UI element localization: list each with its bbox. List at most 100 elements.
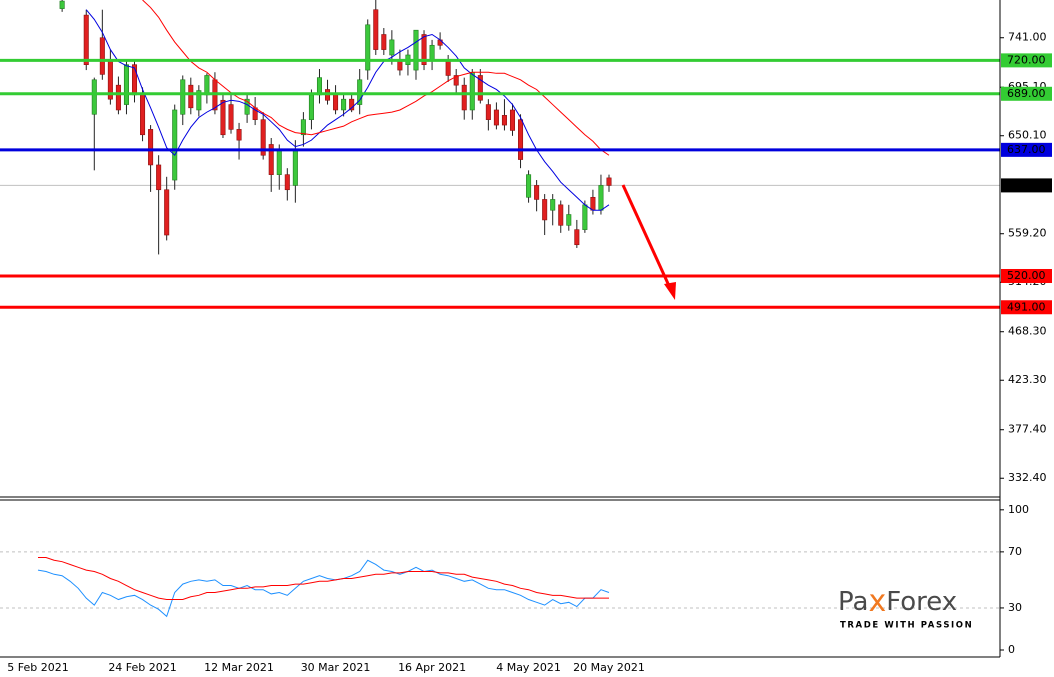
level-label-box	[1001, 86, 1052, 101]
candle-body	[501, 115, 507, 126]
candle-body	[115, 84, 121, 111]
indicator-line	[38, 556, 609, 601]
candle-body	[123, 64, 129, 105]
x-tick-label: 24 Feb 2021	[108, 661, 176, 674]
level-label-box	[1001, 268, 1052, 283]
candle-body	[276, 149, 282, 175]
candle-body	[453, 75, 459, 86]
candle-body	[542, 199, 548, 221]
price-label-box	[1001, 178, 1052, 193]
indicator-panel	[37, 556, 610, 618]
candle-body	[445, 60, 451, 76]
candle-body	[574, 229, 580, 246]
candle-body	[469, 71, 475, 111]
candle-body	[349, 98, 355, 111]
moving-average	[142, 0, 610, 156]
candle-body	[461, 84, 467, 111]
candle-body	[204, 75, 210, 96]
price-label: 604.03	[1007, 178, 1046, 191]
level-label: 637.00	[1007, 143, 1046, 156]
logo-part: x	[868, 584, 886, 619]
y-tick-label: 100	[1008, 503, 1029, 516]
candle-body	[493, 109, 499, 126]
candle-body	[381, 34, 387, 50]
candle-body	[373, 9, 379, 50]
logo: PaxForex TRADE WITH PASSION	[838, 584, 973, 631]
candle-body	[341, 98, 347, 111]
x-tick-label: 5 Feb 2021	[7, 661, 68, 674]
candle-body	[244, 98, 250, 115]
logo-part: Pa	[838, 587, 868, 617]
price-panel	[0, 0, 1000, 309]
candle-body	[188, 84, 194, 109]
candle-body	[164, 189, 170, 236]
candle-body	[365, 24, 371, 71]
candle-body	[196, 90, 202, 111]
y-tick-label: 741.00	[1008, 31, 1047, 44]
candle-body	[83, 14, 89, 65]
candle-body	[180, 79, 186, 115]
candle-body	[534, 185, 540, 200]
candle-body	[292, 149, 298, 186]
candle-body	[357, 79, 363, 105]
candle-body	[413, 29, 419, 71]
candle-body	[606, 177, 612, 186]
level-label: 491.00	[1007, 300, 1046, 313]
candle-body	[582, 204, 588, 230]
candle-body	[590, 196, 596, 211]
candle-body	[99, 37, 105, 75]
x-tick-label: 12 Mar 2021	[204, 661, 274, 674]
x-tick-label: 4 May 2021	[496, 661, 561, 674]
x-tick-label: 20 May 2021	[573, 661, 645, 674]
candle-body	[236, 129, 242, 141]
candle-body	[91, 79, 97, 115]
axis-layer: 5 Feb 2021 24 Feb 2021 12 Mar 2021 30 Mar 2…	[7, 31, 1052, 674]
candle-body	[421, 34, 427, 65]
y-tick-label: 559.20	[1008, 227, 1047, 240]
y-tick-label: 0	[1008, 643, 1015, 656]
y-tick-label: 468.30	[1008, 325, 1047, 338]
candle-body	[140, 94, 146, 136]
candle-body	[598, 185, 604, 211]
forecast-arrow	[621, 184, 676, 300]
candle-body	[518, 119, 524, 160]
logo-part: Forex	[886, 587, 957, 617]
candle-body	[316, 77, 322, 96]
y-tick-label: 650.10	[1008, 129, 1047, 142]
level-label: 689.00	[1007, 87, 1046, 100]
candle-body	[228, 104, 234, 130]
candle-body	[220, 99, 226, 136]
level-label: 520.00	[1007, 269, 1046, 282]
logo-tagline: TRADE WITH PASSION	[840, 621, 973, 631]
candle-body	[59, 0, 65, 9]
candle-body	[389, 39, 395, 56]
x-tick-label: 30 Mar 2021	[301, 661, 371, 674]
candle-body	[558, 204, 564, 226]
candle-body	[509, 109, 516, 131]
level-label-box	[1001, 53, 1052, 68]
candle-body	[260, 119, 266, 156]
candle-body	[485, 104, 491, 120]
candle-body	[172, 109, 178, 181]
level-label-box	[1001, 142, 1052, 157]
moving-average	[85, 9, 610, 211]
y-tick-label: 70	[1008, 545, 1022, 558]
candle-body	[477, 75, 483, 101]
x-tick-label: 16 Apr 2021	[398, 661, 466, 674]
logo-text: PaxForex	[838, 584, 957, 619]
candle-body	[284, 174, 290, 191]
y-tick-label: 377.40	[1008, 423, 1047, 436]
candle-body	[308, 94, 314, 120]
y-tick-label: 332.40	[1008, 471, 1047, 484]
level-label-box	[1001, 300, 1052, 315]
candle-body	[156, 164, 162, 191]
candle-body	[268, 144, 274, 175]
candle-body	[550, 199, 556, 211]
candle-body	[148, 129, 154, 166]
indicator-line	[37, 559, 610, 618]
candle-body	[429, 44, 435, 61]
y-tick-label: 30	[1008, 601, 1022, 614]
candle-body	[526, 174, 532, 198]
candle-body	[566, 214, 572, 226]
